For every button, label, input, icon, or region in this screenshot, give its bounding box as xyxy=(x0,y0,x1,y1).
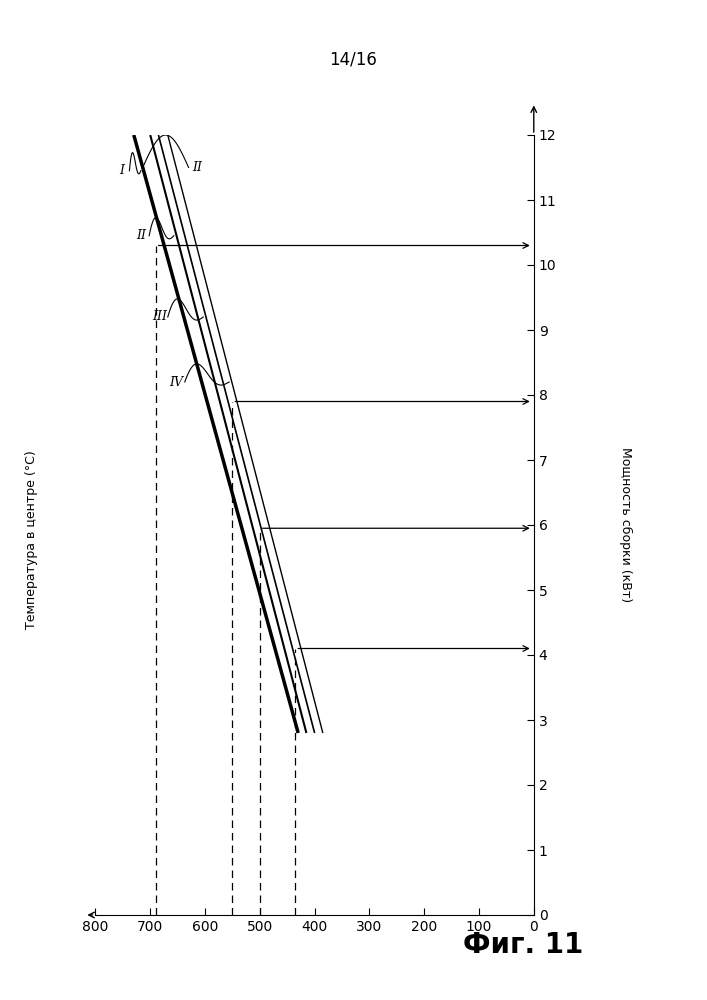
Text: 14/16: 14/16 xyxy=(329,51,378,69)
Text: II: II xyxy=(136,229,146,242)
Text: III: III xyxy=(152,310,167,324)
Text: Фиг. 11: Фиг. 11 xyxy=(463,931,583,959)
Y-axis label: Мощность сборки (кВт): Мощность сборки (кВт) xyxy=(619,447,632,603)
Text: IV: IV xyxy=(170,375,184,388)
Text: II: II xyxy=(192,161,201,174)
Text: Температура в центре (°C): Температура в центре (°C) xyxy=(25,451,38,629)
Text: I: I xyxy=(119,164,124,177)
